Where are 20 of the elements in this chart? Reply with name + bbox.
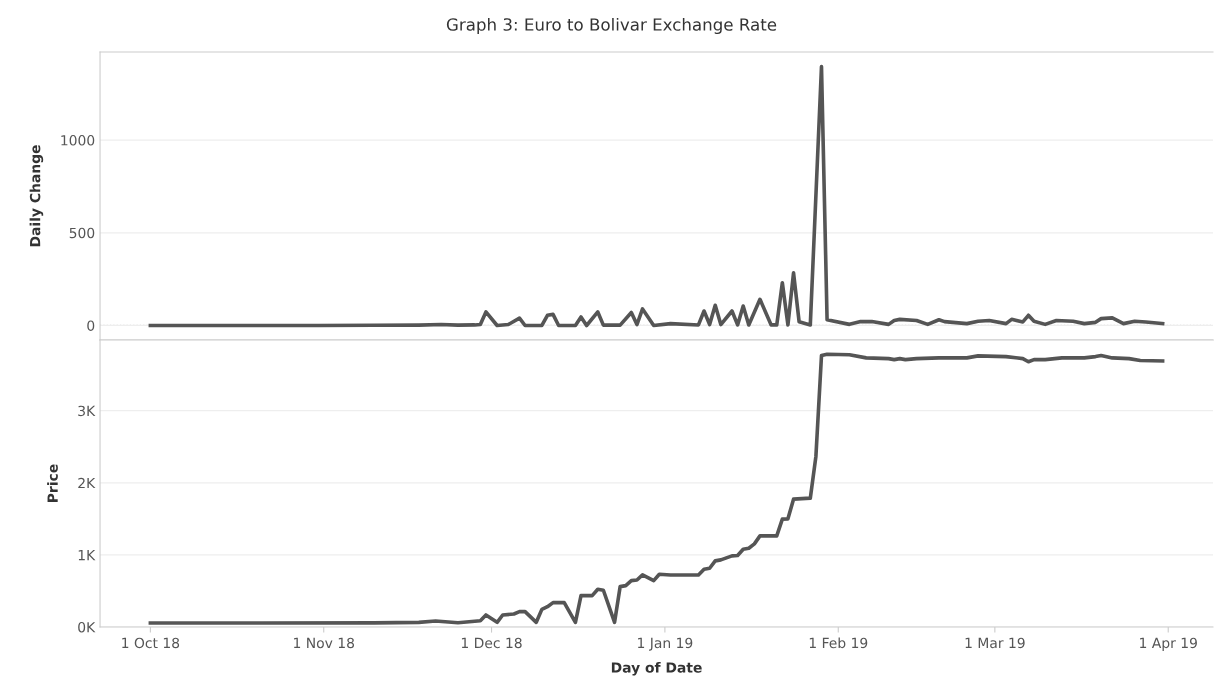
- x-tick-label: 1 Apr 19: [1140, 637, 1197, 651]
- x-tick-label: 1 Nov 18: [294, 637, 355, 649]
- x-tick-label: 1 Feb 19: [809, 637, 868, 649]
- line-series: [148, 64, 1165, 328]
- x-tick-label: 1 Jan 19: [638, 637, 693, 651]
- y-tick-label: 1K: [78, 550, 96, 561]
- y-tick-label: 0K: [78, 621, 96, 633]
- x-tick-label: 1 Oct 18: [122, 637, 180, 649]
- y-tick-label: 3K: [78, 405, 96, 417]
- y-tick-label: 500: [69, 227, 95, 239]
- y-axis-title: Daily Change: [29, 145, 44, 247]
- y-axis-title: Price: [47, 464, 58, 502]
- y-tick-label: 0: [87, 320, 95, 331]
- line-series: [148, 352, 1165, 625]
- x-axis-title: Day of Date: [611, 661, 702, 676]
- y-tick-label: 1000: [61, 135, 95, 146]
- chart-title: Graph 3: Euro to Bolivar Exchange Rate: [446, 17, 777, 35]
- y-tick-label: 2K: [78, 477, 96, 489]
- x-tick-label: 1 Dec 18: [461, 637, 522, 649]
- x-tick-label: 1 Mar 19: [965, 637, 1025, 649]
